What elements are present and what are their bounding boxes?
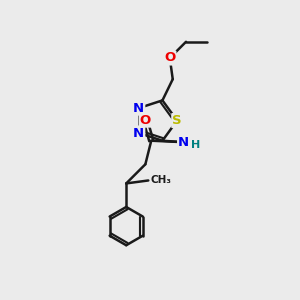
Text: O: O: [164, 52, 176, 64]
Text: CH₃: CH₃: [151, 176, 172, 185]
Text: S: S: [172, 114, 182, 127]
Text: N: N: [178, 136, 189, 149]
Text: N: N: [133, 102, 144, 115]
Text: O: O: [140, 114, 151, 127]
Text: H: H: [191, 140, 200, 149]
Text: N: N: [133, 127, 144, 140]
